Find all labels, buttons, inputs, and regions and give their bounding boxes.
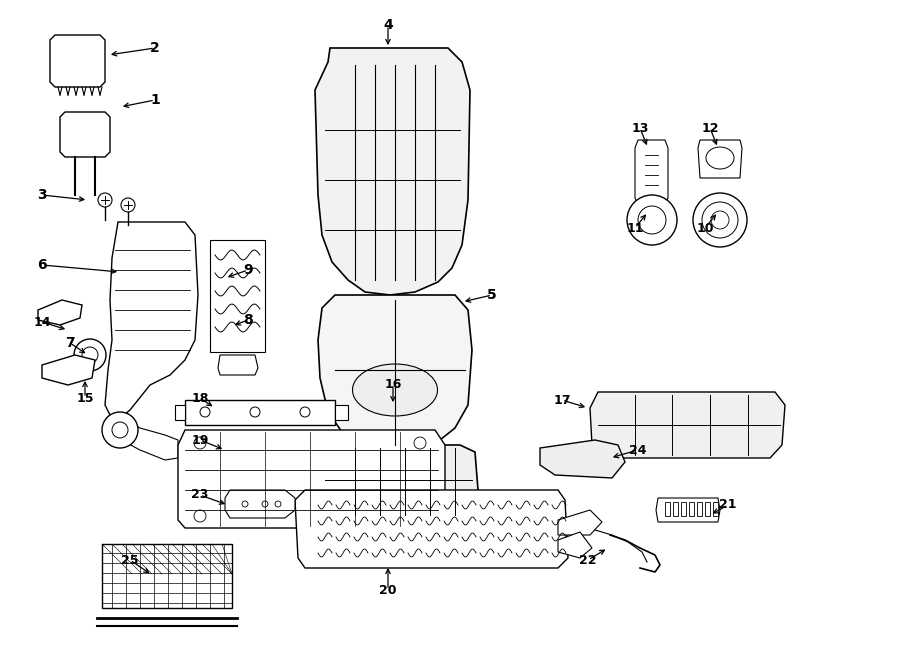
Text: 16: 16: [384, 377, 401, 391]
Circle shape: [200, 407, 210, 417]
Polygon shape: [210, 240, 265, 352]
Text: 22: 22: [580, 553, 597, 566]
Polygon shape: [108, 415, 178, 460]
Polygon shape: [315, 48, 470, 295]
Circle shape: [102, 412, 138, 448]
Bar: [713, 502, 718, 516]
Polygon shape: [38, 300, 82, 325]
Circle shape: [275, 501, 281, 507]
Circle shape: [74, 339, 106, 371]
Polygon shape: [590, 392, 785, 458]
Circle shape: [693, 193, 747, 247]
Text: 17: 17: [554, 393, 571, 407]
Circle shape: [414, 510, 426, 522]
Bar: [673, 502, 678, 516]
Polygon shape: [540, 440, 625, 478]
Circle shape: [262, 501, 268, 507]
Polygon shape: [185, 400, 335, 425]
Circle shape: [112, 422, 128, 438]
Text: 5: 5: [487, 288, 497, 302]
Polygon shape: [635, 140, 668, 205]
Text: 13: 13: [631, 122, 649, 134]
Polygon shape: [558, 532, 592, 558]
Polygon shape: [335, 405, 348, 420]
Text: 7: 7: [65, 336, 75, 350]
Bar: [681, 502, 686, 516]
Bar: [697, 502, 702, 516]
Text: 4: 4: [383, 18, 393, 32]
Text: 25: 25: [122, 553, 139, 566]
Polygon shape: [558, 510, 602, 535]
Circle shape: [638, 206, 666, 234]
Text: 6: 6: [37, 258, 47, 272]
Circle shape: [711, 211, 729, 229]
Polygon shape: [105, 222, 198, 420]
Polygon shape: [295, 490, 568, 568]
Circle shape: [194, 437, 206, 449]
Text: 21: 21: [719, 498, 737, 512]
Text: 20: 20: [379, 584, 397, 596]
Circle shape: [194, 510, 206, 522]
Polygon shape: [656, 498, 720, 522]
Text: 23: 23: [192, 488, 209, 502]
Circle shape: [121, 198, 135, 212]
Polygon shape: [175, 405, 185, 420]
Text: 1: 1: [150, 93, 160, 107]
Circle shape: [414, 437, 426, 449]
Text: 10: 10: [697, 221, 714, 235]
Circle shape: [82, 347, 98, 363]
Circle shape: [702, 202, 738, 238]
Polygon shape: [60, 112, 110, 157]
Text: 2: 2: [150, 41, 160, 55]
Polygon shape: [225, 490, 295, 518]
Text: 3: 3: [37, 188, 47, 202]
Ellipse shape: [353, 364, 437, 416]
Bar: [705, 502, 710, 516]
Circle shape: [300, 407, 310, 417]
Ellipse shape: [706, 147, 734, 169]
Polygon shape: [318, 445, 478, 518]
Text: 19: 19: [192, 434, 209, 446]
Circle shape: [627, 195, 677, 245]
Text: 9: 9: [243, 263, 253, 277]
Text: 11: 11: [626, 221, 644, 235]
Polygon shape: [42, 355, 95, 385]
Circle shape: [98, 193, 112, 207]
Polygon shape: [178, 430, 445, 528]
Text: 8: 8: [243, 313, 253, 327]
Polygon shape: [318, 295, 472, 450]
Text: 24: 24: [629, 444, 647, 457]
Text: 12: 12: [701, 122, 719, 134]
Polygon shape: [218, 355, 258, 375]
Polygon shape: [50, 35, 105, 87]
Text: 15: 15: [76, 391, 94, 405]
Polygon shape: [102, 544, 232, 608]
Circle shape: [250, 407, 260, 417]
Text: 18: 18: [192, 391, 209, 405]
Bar: [665, 502, 670, 516]
Circle shape: [242, 501, 248, 507]
Text: 14: 14: [33, 315, 50, 329]
Polygon shape: [698, 140, 742, 178]
Bar: [689, 502, 694, 516]
